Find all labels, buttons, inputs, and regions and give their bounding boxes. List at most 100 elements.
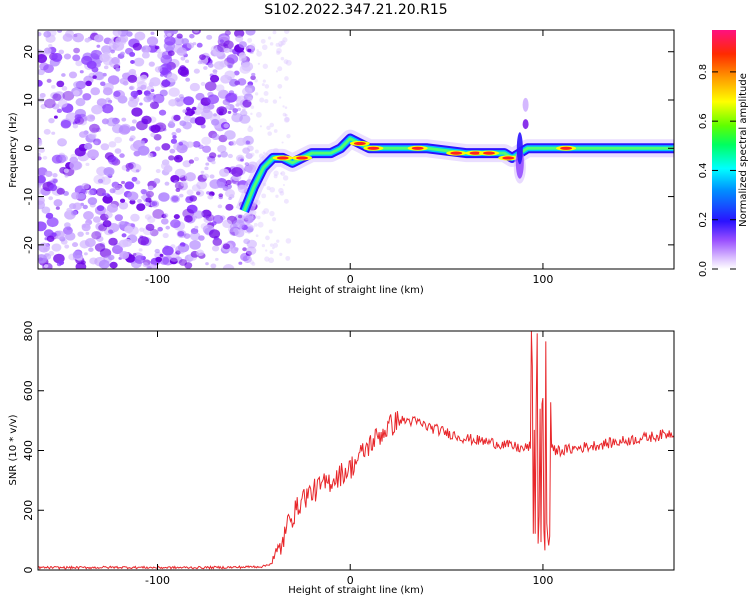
noise-blob: [247, 135, 253, 142]
noise-blob: [257, 62, 261, 65]
noise-blob: [79, 118, 87, 126]
noise-blob: [113, 90, 121, 97]
noise-blob: [77, 192, 86, 200]
noise-blob: [168, 99, 178, 107]
noise-blob: [285, 255, 291, 261]
noise-blob: [91, 66, 99, 73]
noise-blob: [189, 240, 201, 250]
noise-blob: [204, 166, 209, 171]
noise-blob: [175, 245, 186, 255]
noise-blob: [56, 80, 65, 88]
noise-blob: [72, 54, 81, 62]
noise-blob: [247, 126, 254, 133]
noise-blob: [163, 30, 175, 36]
spike-feature: [513, 97, 529, 184]
noise-blob: [238, 214, 243, 219]
noise-blob: [87, 197, 98, 206]
noise-blob: [238, 41, 247, 48]
noise-blob: [223, 40, 234, 50]
noise-blob: [145, 202, 151, 207]
noise-blob: [150, 132, 156, 138]
x-tick-label: 0: [347, 273, 354, 286]
noise-blob: [43, 31, 52, 38]
noise-blob: [57, 138, 67, 146]
noise-blob: [178, 94, 184, 99]
noise-blob: [165, 225, 171, 230]
noise-blob: [64, 174, 69, 178]
noise-blob: [269, 186, 276, 193]
noise-blob: [228, 196, 232, 201]
noise-blob: [145, 197, 152, 203]
noise-blob: [285, 238, 292, 244]
noise-blob: [273, 170, 279, 176]
noise-blob: [223, 47, 231, 54]
noise-blob: [282, 37, 288, 43]
noise-blob: [235, 35, 244, 43]
noise-blob: [115, 67, 121, 72]
noise-blob: [170, 175, 180, 183]
noise-blob: [175, 250, 181, 255]
spectrogram-y-label: Frequency (Hz): [8, 112, 19, 188]
noise-blob: [201, 136, 212, 145]
noise-blob: [152, 209, 165, 219]
noise-blob: [107, 75, 120, 85]
noise-blob: [246, 246, 257, 255]
noise-blob: [267, 131, 272, 136]
noise-blob: [250, 75, 256, 81]
noise-blob: [284, 113, 288, 117]
noise-blob: [102, 194, 113, 204]
noise-blob: [146, 263, 158, 269]
noise-blob: [152, 153, 157, 157]
noise-blob: [217, 144, 227, 153]
noise-blob: [247, 48, 252, 53]
noise-blob: [133, 57, 145, 67]
noise-blob: [189, 195, 198, 202]
noise-blob: [272, 242, 278, 248]
noise-blob: [44, 50, 51, 56]
noise-blob: [168, 155, 175, 161]
noise-blob: [161, 143, 171, 151]
colorbar-tick-label: 0.0: [698, 261, 709, 277]
noise-blob: [137, 145, 150, 156]
noise-blob: [162, 213, 169, 218]
noise-blob: [251, 262, 256, 266]
noise-blob: [88, 247, 94, 252]
spectrogram-frame: [37, 29, 675, 270]
noise-blob: [222, 243, 231, 250]
ridge-hotspot-core: [276, 156, 289, 160]
noise-blob: [39, 62, 49, 71]
noise-blob: [264, 98, 269, 104]
noise-blob: [276, 239, 280, 243]
noise-blob: [227, 110, 232, 114]
noise-blob: [203, 66, 208, 70]
noise-blob: [149, 101, 159, 110]
noise-blob: [284, 116, 290, 122]
noise-blob: [281, 141, 284, 144]
noise-blob: [51, 85, 56, 89]
noise-blob: [176, 33, 183, 39]
noise-blob: [219, 60, 228, 68]
noise-blob: [101, 103, 114, 114]
noise-blob: [280, 171, 286, 176]
noise-blob: [46, 235, 55, 242]
noise-blob: [186, 204, 198, 214]
noise-blob: [242, 147, 251, 154]
noise-blob: [228, 78, 239, 87]
noise-blob: [169, 257, 178, 265]
x-tick-label: 0: [347, 574, 354, 587]
noise-blob: [38, 221, 47, 232]
noise-blob: [181, 38, 190, 45]
noise-blob: [94, 71, 105, 81]
noise-blob: [102, 220, 112, 228]
colorbar: 0.0 0.2 0.4 0.6 0.8 Normalized spectral ampl…: [698, 30, 749, 277]
noise-blob: [62, 33, 73, 42]
noise-blob: [174, 168, 186, 178]
noise-blob: [171, 195, 179, 202]
noise-blob: [193, 30, 200, 33]
noise-blob: [60, 119, 71, 129]
noise-blob: [237, 78, 247, 86]
noise-blob: [43, 229, 54, 238]
noise-blob: [154, 248, 160, 254]
noise-blob: [225, 179, 232, 185]
noise-blob: [251, 72, 256, 77]
